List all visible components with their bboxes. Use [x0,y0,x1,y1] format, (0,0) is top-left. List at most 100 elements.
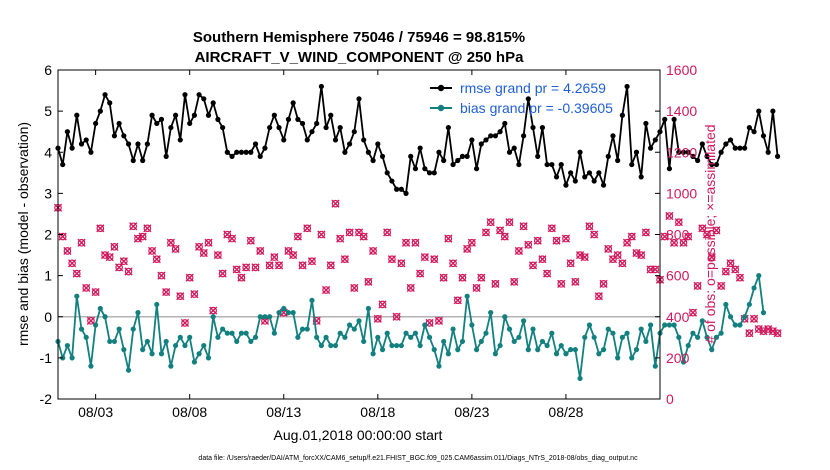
rmse-point [690,153,696,159]
bias-point [323,334,329,340]
rmse-point [257,153,263,159]
rmse-point [168,124,174,131]
bias-point [177,334,183,340]
rmse-point [638,174,644,180]
rmse-point [384,170,390,176]
bias-point [102,314,108,320]
obs-possible-point [190,290,199,298]
obs-assimilated-point [735,273,745,282]
rmse-point [389,178,395,184]
obs-assimilated-point [674,218,683,227]
legend-rmse-marker [437,84,445,92]
obs-possible-point [773,329,782,338]
rmse-point [187,120,193,127]
obs-possible-point [717,282,725,290]
bias-point [568,347,574,353]
rmse-point [436,149,442,155]
obs-possible-point [270,253,279,261]
obs-assimilated-point [143,224,152,233]
obs-possible-point [209,306,218,315]
obs-possible-point [138,232,147,241]
bias-point [709,347,715,353]
obs-assimilated-point [749,314,759,323]
obs-possible-point [275,261,283,270]
rmse-point [596,170,602,176]
bias-point [596,351,602,357]
obs-possible-point [571,277,580,286]
bias-point [290,310,296,316]
bias-point [732,322,738,328]
rmse-point [774,153,781,159]
obs-possible-point [524,240,533,249]
rmse-point [229,153,235,159]
rmse-point [337,124,343,131]
obs-possible-point [529,261,537,270]
rmse-point [497,129,503,135]
obs-assimilated-point [162,287,171,297]
bias-point [116,326,122,332]
rmse-point [290,100,296,106]
rmse-point [304,137,310,143]
bias-point [488,310,494,316]
rmse-point [271,112,277,118]
obs-assimilated-point [599,279,608,288]
obs-assimilated-point [604,244,613,253]
rmse-point [375,141,381,147]
bias-point [600,347,607,353]
rmse-point [163,153,169,159]
bias-point [412,330,419,336]
obs-possible-point [618,259,627,268]
rmse-point [685,149,691,155]
obs-possible-point [731,265,740,274]
obs-assimilated-point [632,248,641,258]
obs-assimilated-point [321,285,331,295]
obs-possible-point [505,218,514,226]
rmse-point [459,153,466,159]
x-tick-label: 08/03 [78,404,113,420]
obs-assimilated-point [411,238,420,247]
bias-point [549,330,555,336]
obs-assimilated-point [133,234,143,243]
rmse-point [732,145,738,151]
y2-tick-label: 1000 [666,185,697,201]
x-tick-label: 08/28 [548,404,583,420]
obs-assimilated-point [693,281,702,291]
obs-possible-point [519,222,528,231]
rmse-point [511,145,517,151]
rmse-point [314,120,320,127]
rmse-point [610,133,616,139]
rmse-point [695,157,701,164]
obs-assimilated-point [68,259,77,268]
obs-assimilated-point [519,222,528,231]
rmse-line [57,85,779,195]
rmse-point [502,120,508,127]
bias-point [205,355,212,361]
rmse-point [605,153,611,159]
obs-assimilated-point [448,259,458,268]
obs-possible-point [152,255,161,263]
bias-point [431,347,437,353]
bias-point [723,301,729,308]
rmse-point [69,145,75,151]
obs-possible-point [218,269,227,278]
obs-possible-point [726,259,735,268]
obs-assimilated-point [434,316,444,325]
y-tick-label: 4 [44,144,52,160]
obs-assimilated-point [213,250,223,260]
bias-point [309,297,315,303]
obs-possible-point [491,280,500,288]
obs-assimilated-point [575,250,585,260]
bias-point [751,285,757,291]
obs-possible-point [383,228,392,237]
obs-possible-point [670,238,678,247]
obs-assimilated-point [472,283,481,293]
obs-assimilated-point [373,314,382,323]
obs-assimilated-point [491,279,500,288]
bias-point [346,322,353,328]
rmse-point [172,112,179,118]
obs-possible-point [171,245,180,253]
obs-possible-point [96,224,105,233]
obs-possible-point [750,315,758,323]
obs-possible-point [303,224,312,233]
rmse-point [351,129,357,135]
